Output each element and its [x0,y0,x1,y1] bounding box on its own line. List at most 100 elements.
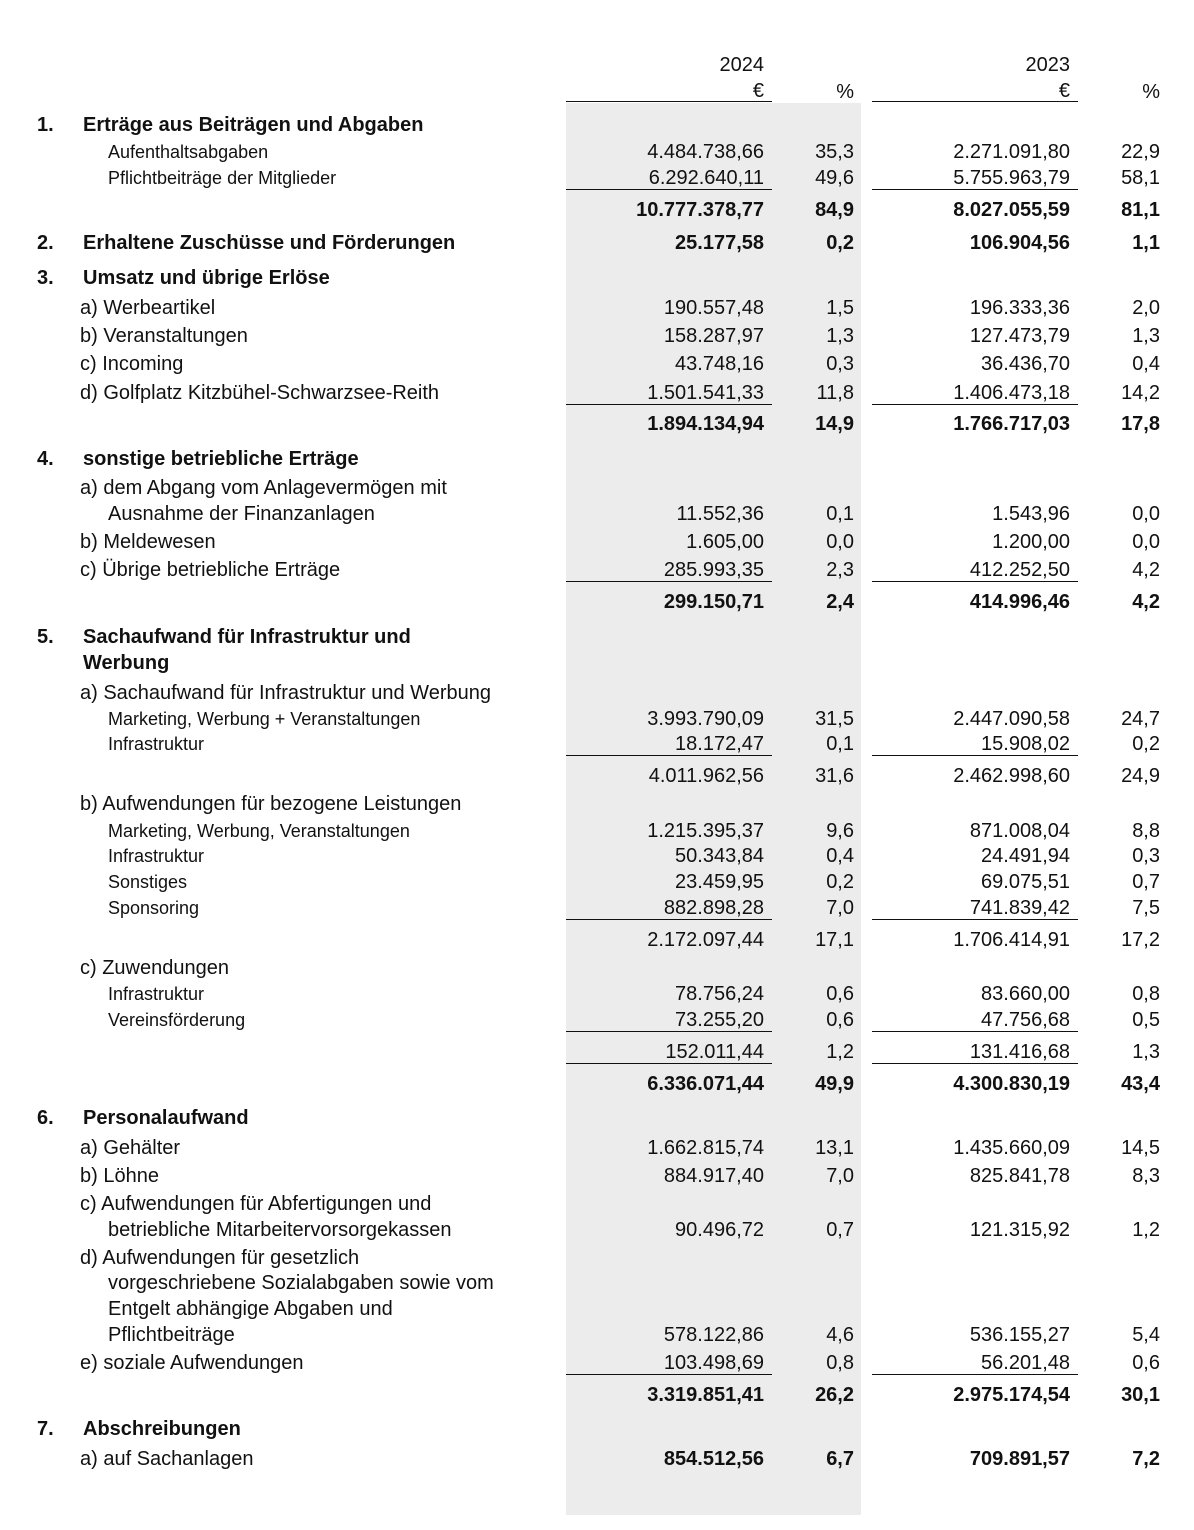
row-label: Abschreibungen [83,1418,241,1440]
amount-2023: 47.756,68 [981,1009,1070,1031]
percent-2024: 9,6 [826,820,854,842]
amount-2024: 158.287,97 [663,325,764,347]
percent-2023: 43,4 [1121,1073,1160,1095]
amount-2024: 1.662.815,74 [647,1137,764,1159]
percent-2023: 17,2 [1121,929,1160,951]
amount-2024: 578.122,86 [663,1324,764,1346]
subtotal-rule-24 [566,1031,772,1032]
currency-2024-header: € [752,80,764,102]
percent-2023: 2,0 [1132,297,1160,319]
section-number: 4. [37,448,54,470]
row-label: Werbung [83,652,170,674]
percent-2024: 0,7 [826,1219,854,1241]
percent-2024: 0,6 [826,983,854,1005]
percent-2023: 0,5 [1132,1009,1160,1031]
percent-2023: 14,5 [1121,1137,1160,1159]
subtotal-rule-23 [872,189,1078,190]
amount-2024: 103.498,69 [663,1352,764,1374]
section-number: 7. [37,1418,54,1440]
amount-2024: 1.605,00 [686,531,764,553]
amount-2023: 36.436,70 [981,353,1070,375]
row-label: Infrastruktur [108,846,205,866]
amount-2024: 6.336.071,44 [647,1073,764,1095]
subtotal-rule-23 [872,581,1078,582]
amount-2024: 1.215.395,37 [647,820,764,842]
row-label: b) Veranstaltungen [80,325,248,347]
row-label: Sonstiges [108,872,188,892]
subtotal-rule-24 [566,1063,772,1064]
percent-2024: 0,2 [826,232,854,254]
amount-2024: 884.917,40 [663,1165,764,1187]
amount-2023: 414.996,46 [969,591,1070,613]
amount-2023: 8.027.055,59 [953,199,1070,221]
subtotal-rule-23 [872,1374,1078,1375]
percent-2024: 7,0 [826,897,854,919]
row-label: a) Werbeartikel [80,297,216,319]
percent-2024: 31,6 [815,765,854,787]
amount-2023: 5.755.963,79 [953,167,1070,189]
percent-2023: 1,3 [1132,325,1160,347]
percent-2024: 14,9 [815,413,854,435]
percent-2024: 17,1 [815,929,854,951]
percent-2023: 14,2 [1121,382,1160,404]
percent-2023: 1,1 [1132,232,1160,254]
subtotal-rule-23 [872,919,1078,920]
amount-2024: 4.484.738,66 [647,141,764,163]
amount-2023: 83.660,00 [981,983,1070,1005]
percent-2023: 30,1 [1121,1384,1160,1406]
percent-2024: 6,7 [826,1448,854,1470]
amount-2023: 196.333,36 [969,297,1070,319]
percent-2023: 8,8 [1132,820,1160,842]
row-label: c) Übrige betriebliche Erträge [80,559,341,581]
subtotal-rule-24 [566,755,772,756]
row-label: b) Aufwendungen für bezogene Leistungen [80,793,462,815]
percent-2024: 0,4 [826,845,854,867]
percent-2023: 0,8 [1132,983,1160,1005]
percent-2023: 58,1 [1121,167,1160,189]
percent-2024: 84,9 [815,199,854,221]
amount-2024: 73.255,20 [675,1009,764,1031]
highlight-column-2024 [566,103,861,1515]
percent-2023: 24,9 [1121,765,1160,787]
amount-2023: 825.841,78 [969,1165,1070,1187]
row-label: Infrastruktur [108,734,205,754]
amount-2024: 23.459,95 [675,871,764,893]
percent-2024: 13,1 [815,1137,854,1159]
row-label: Sponsoring [108,898,200,918]
percent-2024: 0,6 [826,1009,854,1031]
amount-2024: 1.501.541,33 [647,382,764,404]
year-2024-header: 2024 [719,54,765,76]
row-label: Marketing, Werbung + Veranstaltungen [108,709,421,729]
percent-2024: 1,5 [826,297,854,319]
percent-2023: 5,4 [1132,1324,1160,1346]
amount-2024: 18.172,47 [675,733,764,755]
section-number: 2. [37,232,54,254]
amount-2024: 854.512,56 [663,1448,764,1470]
amount-2023: 1.406.473,18 [953,382,1070,404]
amount-2023: 1.543,96 [992,503,1070,525]
amount-2023: 2.271.091,80 [953,141,1070,163]
percent-2024: 4,6 [826,1324,854,1346]
row-label: Erhaltene Zuschüsse und Förderungen [83,232,456,254]
amount-2024: 2.172.097,44 [647,929,764,951]
row-label: c) Zuwendungen [80,957,229,979]
amount-2024: 285.993,35 [663,559,764,581]
percent-2024: 1,3 [826,325,854,347]
amount-2023: 121.315,92 [969,1219,1070,1241]
amount-2023: 741.839,42 [969,897,1070,919]
subtotal-rule-23 [872,755,1078,756]
percent-2023: 0,3 [1132,845,1160,867]
amount-2024: 299.150,71 [663,591,764,613]
percent-2023: 0,4 [1132,353,1160,375]
row-label: c) Incoming [80,353,184,375]
percent-2023: 4,2 [1132,591,1160,613]
amount-2024: 3.319.851,41 [647,1384,764,1406]
percent-2023: 8,3 [1132,1165,1160,1187]
percent-2024: 35,3 [815,141,854,163]
subtotal-rule-23 [872,1031,1078,1032]
row-label: a) dem Abgang vom Anlagevermögen mit [80,477,447,499]
row-label: vorgeschriebene Sozialabgaben sowie vom [108,1272,494,1294]
amount-2024: 882.898,28 [663,897,764,919]
percent-2023: 0,0 [1132,531,1160,553]
section-number: 6. [37,1107,54,1129]
